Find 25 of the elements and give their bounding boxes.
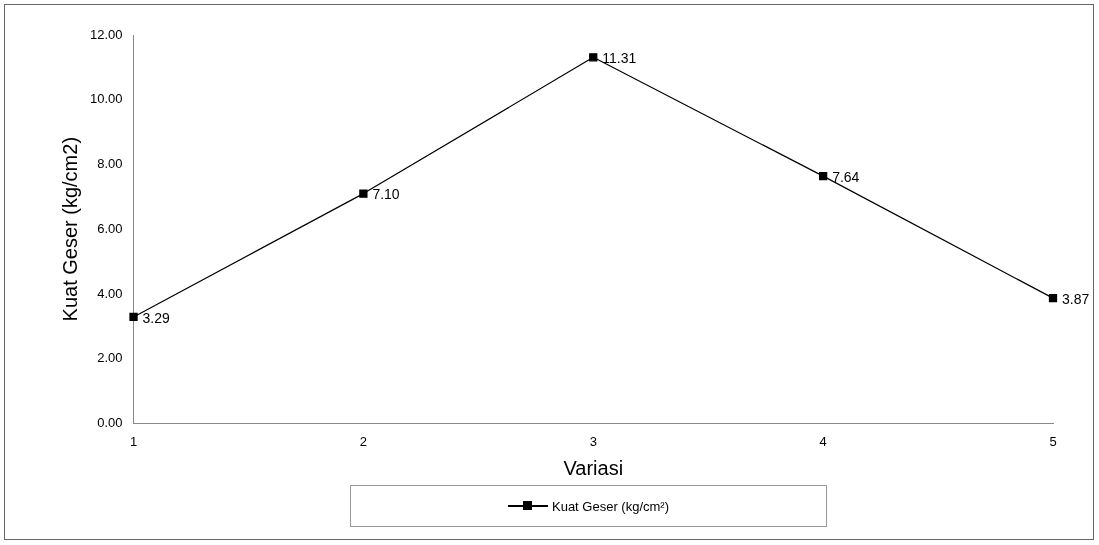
y-tick-label: 8.00	[97, 156, 123, 172]
x-tick-label: 3	[589, 433, 597, 449]
x-tick-label: 1	[129, 433, 138, 449]
data-label: 7.10	[372, 186, 400, 203]
data-label: 11.31	[602, 50, 637, 67]
y-tick-label: 12.00	[89, 26, 123, 42]
data-label: 7.64	[832, 168, 860, 185]
y-axis-title: Kuat Geser (kg/cm2)	[58, 136, 81, 322]
y-tick-label: 6.00	[97, 220, 123, 236]
x-tick-label: 5	[1049, 433, 1057, 449]
legend-label: Kuat Geser (kg/cm²)	[551, 498, 670, 514]
y-tick-label: 2.00	[97, 350, 123, 366]
point	[819, 171, 828, 181]
x-tick-label: 2	[359, 433, 368, 449]
y-tick-label: 4.00	[97, 285, 123, 301]
x-axis-title: Variasi	[563, 456, 624, 479]
point	[589, 53, 598, 62]
data-label: 3.87	[1062, 291, 1090, 307]
y-tick-label: 10.00	[89, 91, 123, 107]
data-label: 3.29	[142, 309, 170, 326]
y-tick-label: 0.00	[97, 414, 123, 430]
point	[129, 312, 138, 322]
x-tick-label: 4	[819, 433, 827, 449]
point	[1048, 294, 1058, 303]
point	[359, 189, 368, 198]
